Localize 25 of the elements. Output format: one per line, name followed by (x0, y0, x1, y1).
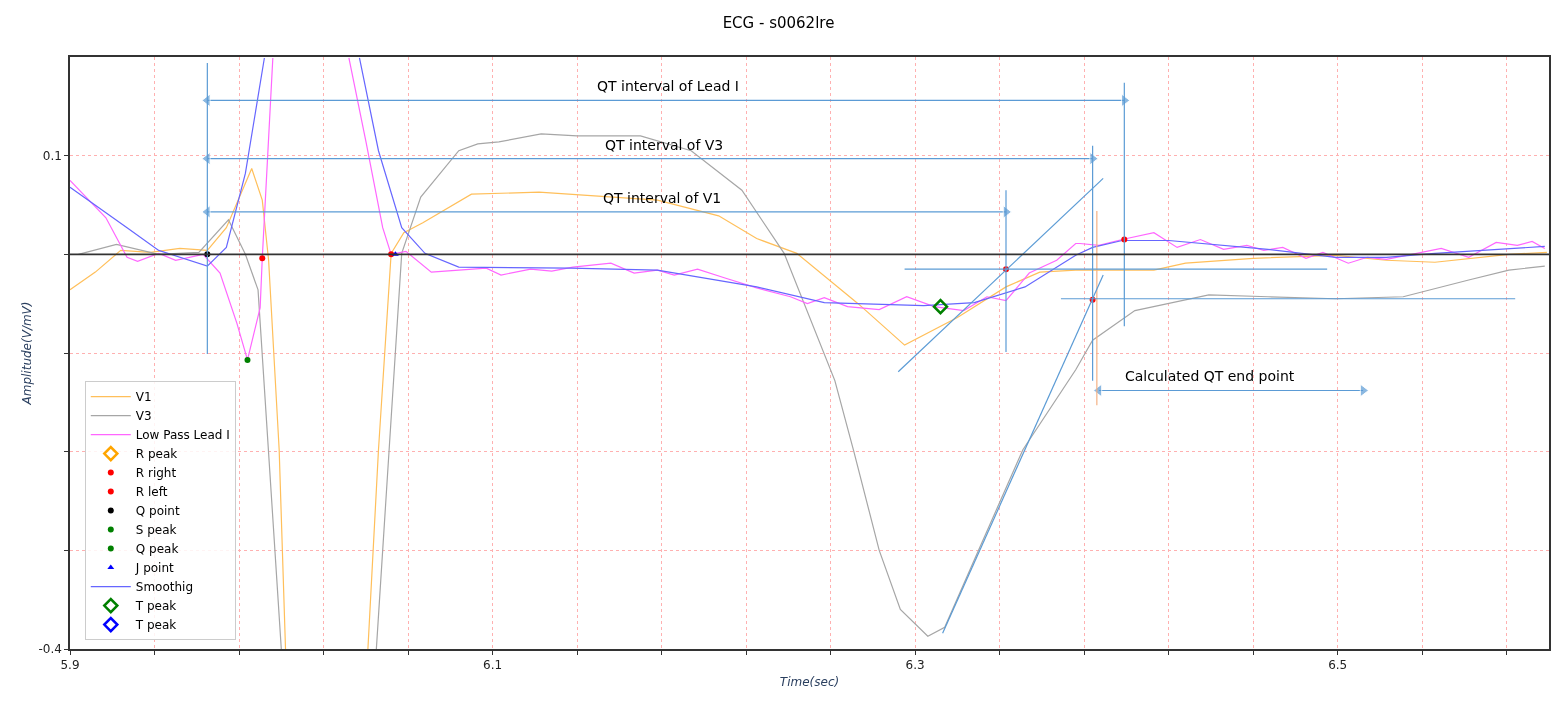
legend-label: R left (135, 485, 168, 500)
legend-label: J point (134, 561, 175, 576)
legend-label: V1 (135, 390, 152, 405)
x-tick-label: 5.9 (60, 658, 80, 673)
y-tick-label: 0.1 (42, 148, 62, 163)
x-tick-label: 6.3 (905, 658, 925, 673)
legend-label: Smoothig (135, 580, 194, 595)
chart-title: ECG - s0062lre (722, 14, 835, 33)
legend-label: R right (135, 466, 177, 481)
legend-label: V3 (135, 409, 152, 424)
legend-label: Low Pass Lead I (135, 428, 230, 443)
legend-label: S peak (135, 523, 177, 538)
annotation: Calculated QT end point (1125, 368, 1295, 384)
y-tick-label: -0.4 (38, 642, 62, 657)
x-axis-title: Time(sec) (779, 674, 840, 689)
x-tick-label: 6.5 (1328, 658, 1348, 673)
y-axis-title: Amplitude(V/mV) (20, 301, 35, 406)
legend-label: T peak (134, 599, 177, 614)
legend-label: Q peak (135, 542, 179, 557)
x-tick-label: 6.1 (483, 658, 503, 673)
annotation: QT interval of Lead I (597, 78, 740, 94)
annotation: QT interval of V3 (605, 137, 724, 153)
legend-label: T peak (134, 618, 177, 633)
legend-label: Q point (135, 504, 180, 519)
legend-label: R peak (135, 447, 178, 462)
